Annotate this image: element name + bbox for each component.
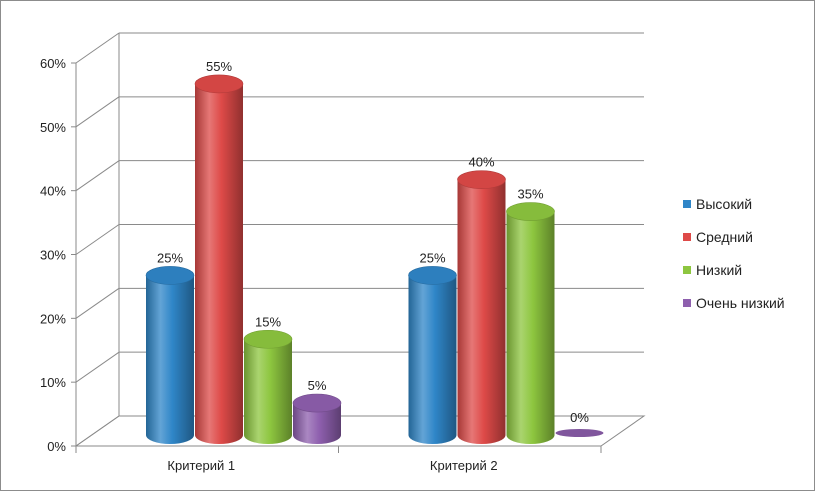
legend-item-sredniy: Средний xyxy=(683,220,785,253)
label-layer: Критерий 1 Критерий 2 25% 55% 15% 5% 25% 40% 35%… xyxy=(157,59,589,473)
data-label: 15% xyxy=(255,314,281,329)
bar-top xyxy=(243,329,293,349)
legend-label: Средний xyxy=(696,228,753,245)
data-label: 35% xyxy=(517,187,543,202)
y-tick-label: 0% xyxy=(47,439,66,454)
bar-2-2 xyxy=(457,170,506,444)
data-label: 25% xyxy=(157,250,183,265)
legend-swatch xyxy=(683,265,691,274)
bar-body xyxy=(506,211,555,444)
y-tick-label: 60% xyxy=(40,56,66,71)
bar-2-1 xyxy=(408,266,457,444)
legend-label: Очень низкий xyxy=(696,294,785,311)
y-tick-label: 30% xyxy=(40,248,66,263)
bar-top xyxy=(555,429,604,437)
bar-body xyxy=(408,275,457,444)
gridline-diag xyxy=(75,32,120,64)
bar-top xyxy=(292,393,342,413)
legend-item-nizkiy: Низкий xyxy=(683,253,785,286)
bar-2-3 xyxy=(506,202,555,444)
y-tick-label: 10% xyxy=(40,375,66,390)
y-tick-label: 20% xyxy=(40,311,66,326)
bar-body xyxy=(195,83,243,445)
gridline-diag xyxy=(75,160,120,192)
bar-body xyxy=(293,403,341,444)
bar-body xyxy=(457,179,506,444)
legend-swatch xyxy=(683,232,691,241)
bar-1-3 xyxy=(243,329,293,444)
x-tick-label: Критерий 1 xyxy=(167,458,235,473)
data-label: 0% xyxy=(570,410,589,425)
legend-swatch xyxy=(683,298,691,307)
bar-2-4 xyxy=(555,429,604,437)
bar-top xyxy=(457,170,506,189)
bar-top xyxy=(194,74,244,94)
floor xyxy=(74,415,646,447)
data-label: 40% xyxy=(468,155,494,170)
gridline-diag xyxy=(75,96,120,128)
data-label: 5% xyxy=(308,378,327,393)
x-tick-label: Критерий 2 xyxy=(430,458,498,473)
bar-top xyxy=(145,266,195,285)
data-label: 55% xyxy=(206,59,232,74)
bar-body xyxy=(146,275,194,444)
legend-label: Высокий xyxy=(696,195,753,212)
axis-layer: 0% 10% 20% 30% 40% 50% 60% xyxy=(40,33,646,454)
bar-1-1 xyxy=(145,266,195,444)
gridline-diag xyxy=(75,224,120,255)
y-tick-label: 40% xyxy=(40,184,66,199)
legend-item-vysokiy: Высокий xyxy=(683,187,785,220)
bar-1-2 xyxy=(194,74,244,445)
bar-top xyxy=(408,266,457,285)
legend-item-ochen-nizkiy: Очень низкий xyxy=(683,286,785,319)
data-label: 25% xyxy=(419,250,445,265)
legend-label: Низкий xyxy=(696,261,743,278)
legend-swatch xyxy=(683,199,691,208)
y-tick-label: 50% xyxy=(40,120,66,135)
bar-top xyxy=(506,202,555,221)
bar-body xyxy=(244,339,292,444)
bar-layer xyxy=(145,74,604,445)
bar-1-4 xyxy=(292,393,342,444)
gridline-diag xyxy=(75,351,120,383)
gridline-diag xyxy=(75,287,120,319)
legend: Высокий Средний Низкий Очень низкий xyxy=(683,187,785,319)
